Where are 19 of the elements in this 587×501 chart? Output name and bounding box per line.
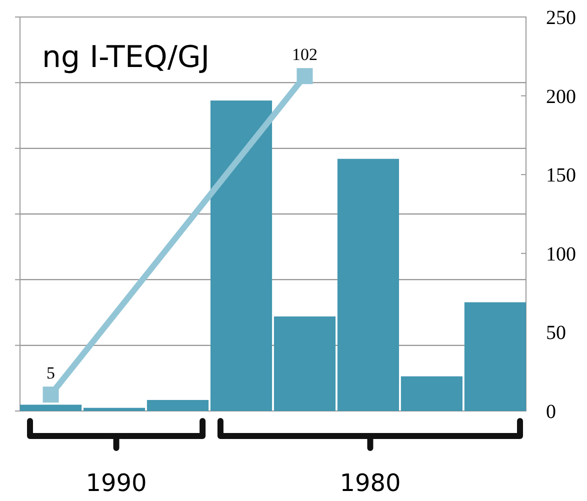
y2-tick-label: 150 [546,164,576,187]
data-label: 102 [292,45,318,64]
bar [464,302,526,411]
text: 1990 [86,469,147,497]
bar [400,376,463,411]
bar [210,100,272,411]
y2-tick-label: 200 [546,86,576,108]
y2-tick-label: 250 [546,7,576,29]
y2-tick-label: 100 [546,243,576,266]
data-label: 5 [46,364,56,383]
y2-tick-label: 50 [546,322,566,344]
bar [83,408,146,411]
text: ng I-TEQ/GJ [42,40,210,75]
bar [20,404,82,411]
bar [337,158,400,411]
bar [274,316,336,411]
text: 1980 [340,469,401,497]
y2-tick-label: 0 [546,401,556,423]
bar [146,400,209,411]
